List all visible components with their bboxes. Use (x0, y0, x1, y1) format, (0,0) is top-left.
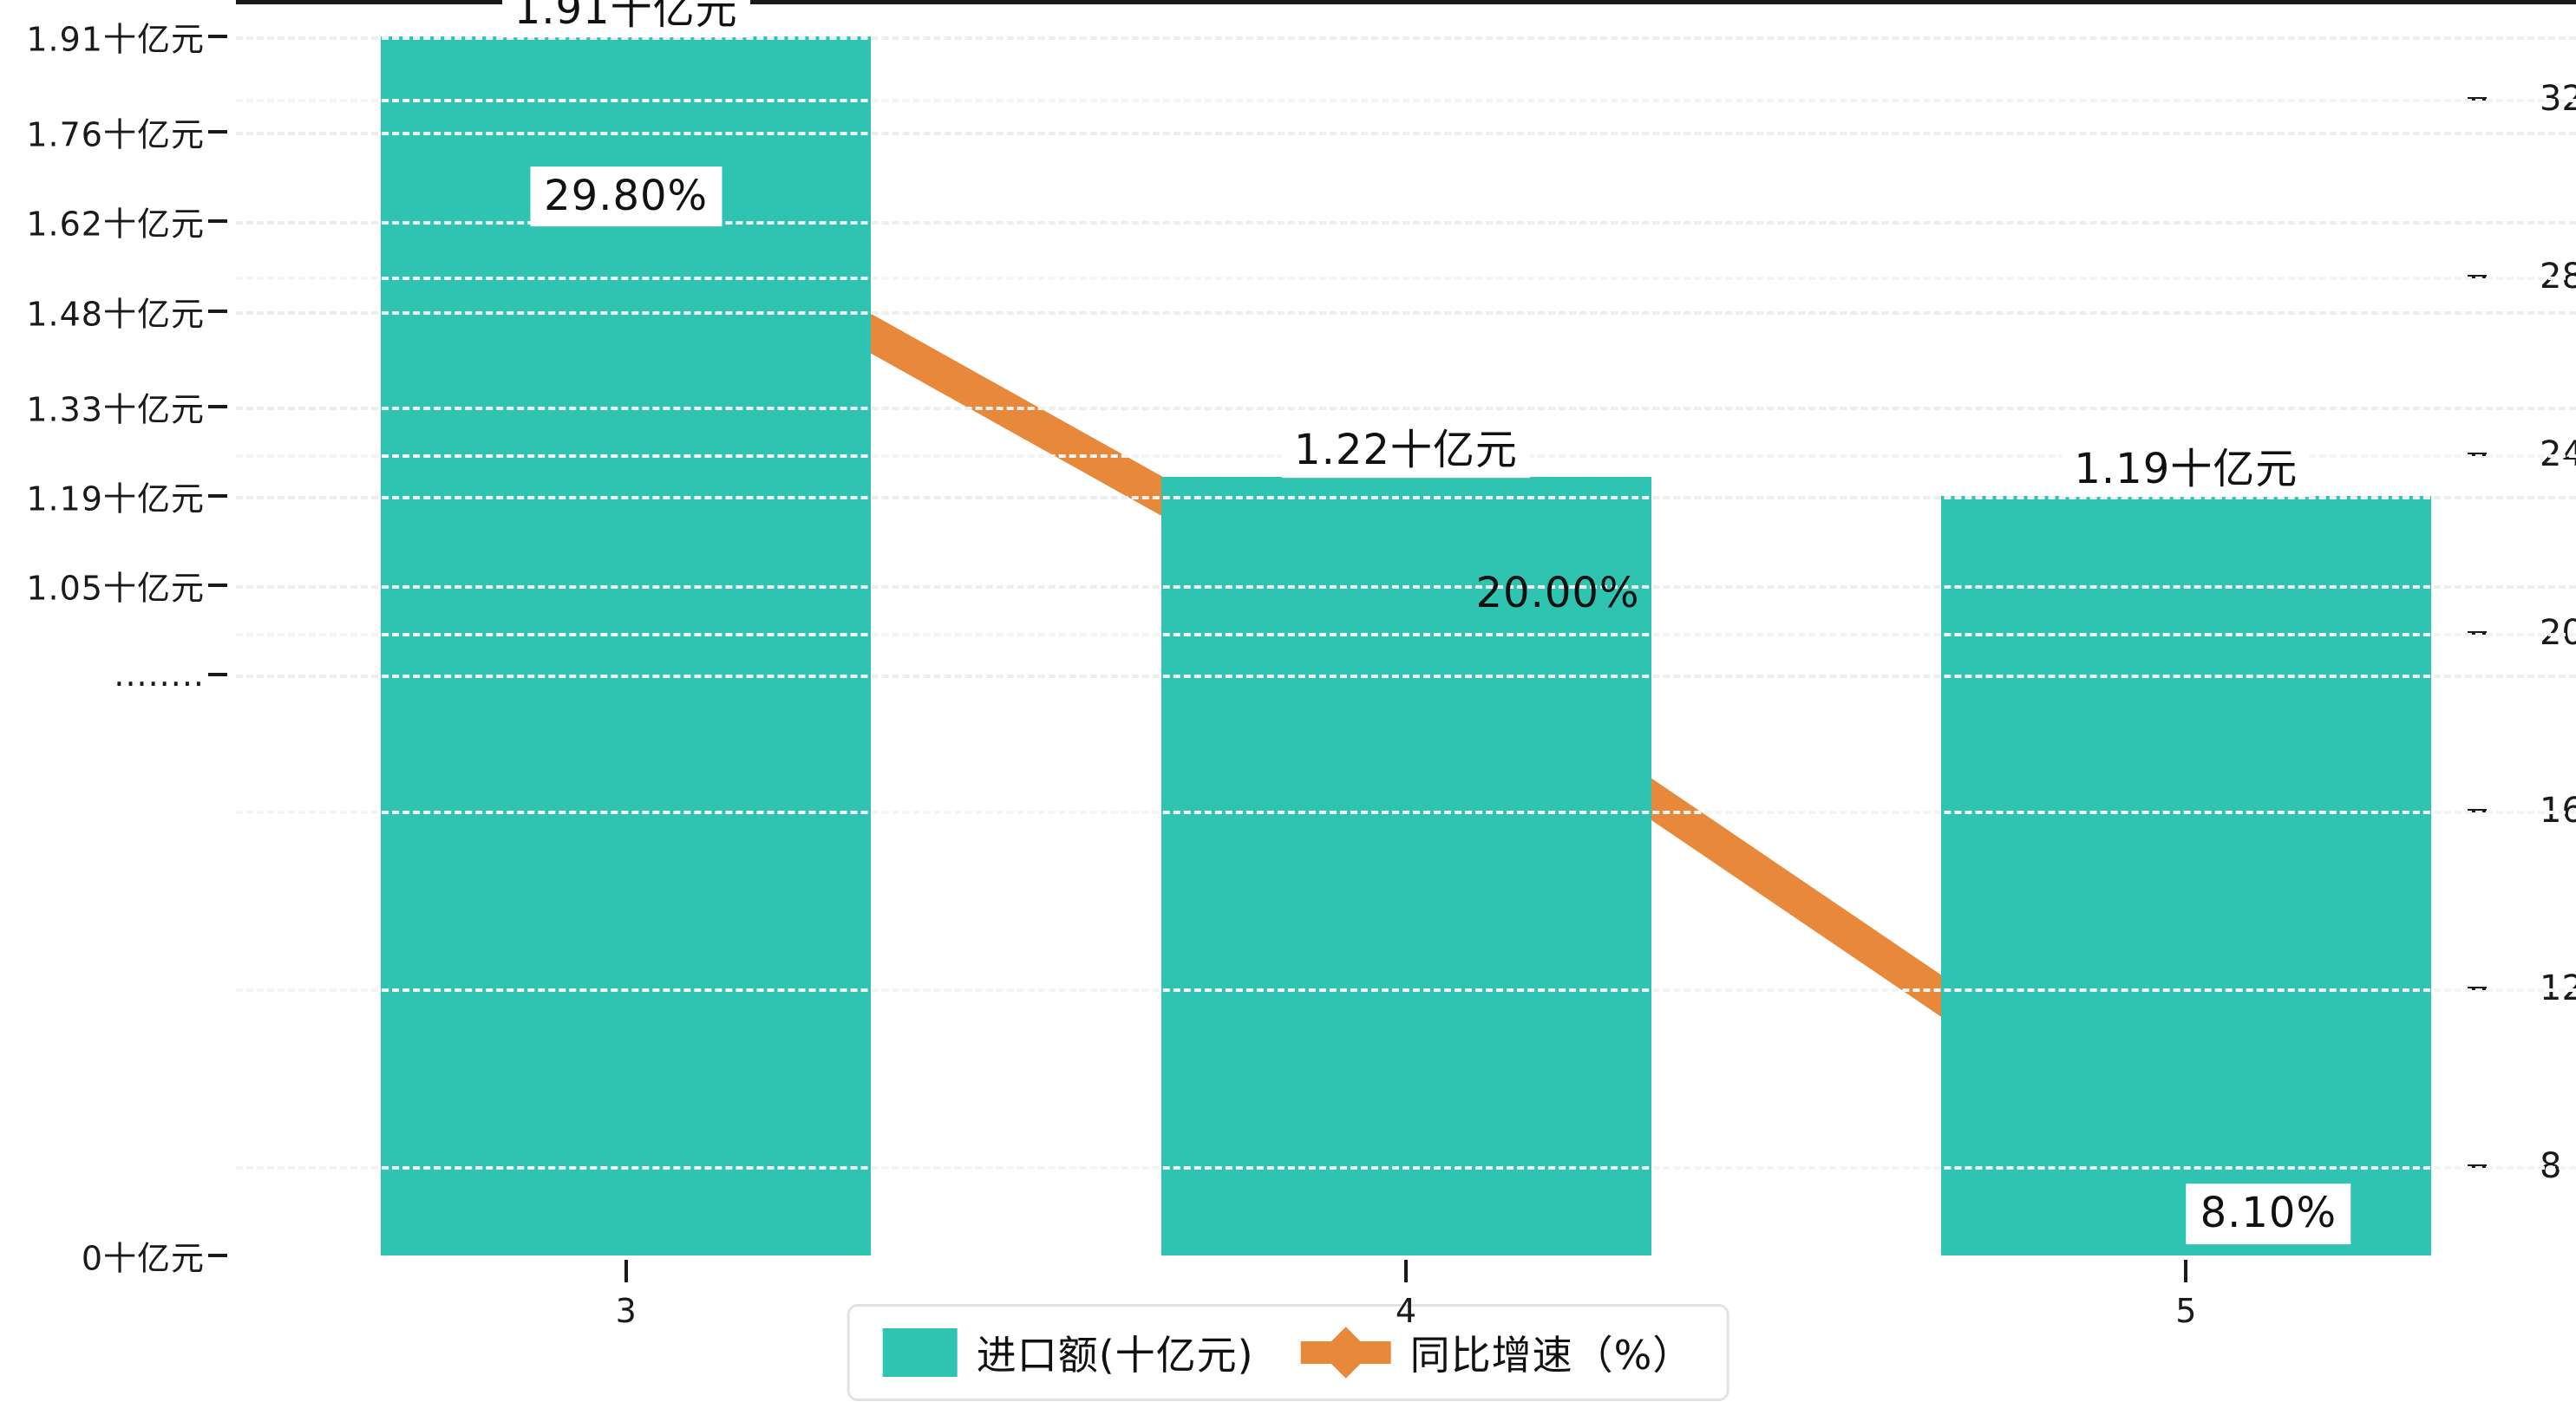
left-axis-tick-label: 1.91十亿元 (26, 20, 205, 59)
gridline (236, 585, 2576, 590)
gridline (236, 675, 2576, 679)
gridline (236, 36, 2576, 40)
left-axis-tick-label: 1.33十亿元 (26, 390, 205, 429)
left-axis-tick-mark (208, 309, 227, 313)
left-axis-tick-mark (208, 673, 227, 677)
gridline-minor (236, 277, 2576, 281)
gridline (236, 221, 2576, 225)
x-axis-tick-label: 5 (2175, 1292, 2197, 1330)
gridline-minor (236, 810, 2576, 814)
bar-import-amount[interactable] (381, 36, 872, 1255)
left-axis-tick-mark (208, 130, 227, 134)
line-data-label: 8.10% (2186, 1184, 2351, 1245)
legend-item-growth-rate[interactable]: 同比增速（%） (1300, 1324, 1694, 1381)
chart-legend: 进口额(十亿元) 同比增速（%） (847, 1304, 1729, 1401)
line-data-label: 20.00% (1475, 568, 1640, 617)
gridline-minor (236, 1166, 2576, 1170)
legend-item-import-amount[interactable]: 进口额(十亿元) (882, 1324, 1254, 1381)
left-axis-tick-mark (208, 1254, 227, 1257)
gridline-minor (236, 98, 2576, 102)
left-axis-tick-label: 1.48十亿元 (26, 295, 205, 334)
x-axis-tick-label: 3 (615, 1292, 637, 1330)
gridline-minor (236, 988, 2576, 993)
x-axis-tick-label: 4 (1395, 1292, 1417, 1330)
left-axis-tick-label: 1.62十亿元 (26, 205, 205, 244)
line-data-label: 29.80% (530, 166, 722, 227)
left-axis-tick-mark (208, 219, 227, 224)
left-axis-tick-mark (208, 404, 227, 408)
gridline (236, 406, 2576, 410)
gridline (236, 132, 2576, 136)
gridline-minor (236, 632, 2576, 636)
left-axis-tick-label: 1.05十亿元 (26, 569, 205, 608)
left-axis-tick-mark (208, 35, 227, 38)
legend-label-growth-rate: 同比增速（%） (1409, 1332, 1694, 1379)
left-axis-tick-label: 1.76十亿元 (26, 115, 205, 154)
bar-data-label: 1.91十亿元 (501, 0, 750, 37)
left-axis: 0十亿元........ 1.05十亿元 1.19十亿元 1.33十亿元 1.48十亿元… (0, 0, 205, 1415)
left-axis-tick-mark (208, 584, 227, 588)
gridline (236, 496, 2576, 499)
bar-data-label: 1.22十亿元 (1282, 424, 1530, 478)
x-axis-tick-mark (2184, 1260, 2188, 1282)
legend-label-import-amount: 进口额(十亿元) (976, 1332, 1254, 1379)
bar-import-amount[interactable] (1161, 476, 1651, 1255)
x-axis-line (236, 0, 2576, 4)
left-axis-tick-mark (208, 494, 227, 498)
bar-import-amount[interactable] (1940, 496, 2431, 1255)
left-axis-tick-label: ........ (114, 655, 205, 694)
line-swatch-icon (1300, 1327, 1391, 1379)
left-axis-tick-label: 0十亿元 (81, 1239, 205, 1278)
gridline (236, 310, 2576, 315)
x-axis-tick-mark (624, 1260, 628, 1282)
bar-swatch-icon (882, 1328, 958, 1377)
bar-data-label: 1.19十亿元 (2062, 443, 2311, 497)
left-axis-tick-label: 1.19十亿元 (26, 479, 205, 518)
x-axis-tick-mark (1404, 1260, 1408, 1282)
